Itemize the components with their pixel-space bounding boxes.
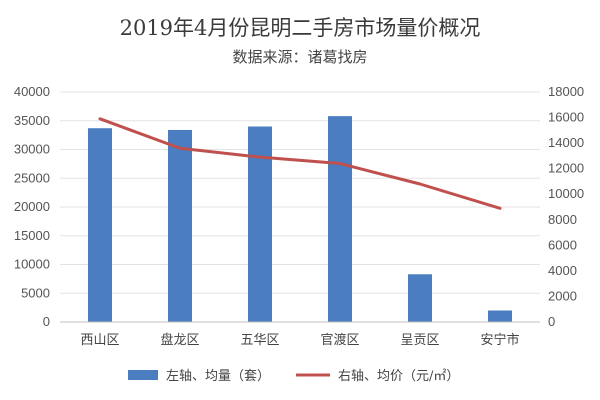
- left-axis-tick-label: 40000: [14, 84, 50, 99]
- legend-label-line: 右轴、均价（元/㎡）: [338, 369, 459, 384]
- bar: [408, 274, 432, 322]
- axes: 0500010000150002000025000300003500040000…: [14, 84, 584, 348]
- price-line: [98, 117, 502, 210]
- category-label: 盘龙区: [160, 332, 199, 348]
- left-axis-tick-label: 0: [43, 314, 50, 329]
- category-label: 西山区: [80, 333, 119, 348]
- chart-subtitle: 数据来源：诸葛找房: [232, 48, 367, 66]
- bar: [328, 116, 352, 323]
- grid-lines: [60, 91, 540, 294]
- left-axis-tick-label: 25000: [14, 170, 50, 185]
- left-axis-tick-label: 10000: [14, 257, 50, 272]
- bar-series: [88, 116, 512, 323]
- left-axis-tick-label: 35000: [14, 113, 50, 128]
- category-label: 五华区: [240, 333, 279, 348]
- left-axis-tick-label: 5000: [21, 285, 50, 300]
- right-axis-tick-label: 8000: [548, 212, 577, 227]
- right-axis-tick-label: 2000: [548, 288, 577, 303]
- legend-swatch-bar: [128, 370, 158, 380]
- right-axis-tick-label: 12000: [548, 161, 584, 176]
- right-axis-tick-label: 14000: [548, 135, 584, 150]
- category-label: 官渡区: [320, 332, 359, 348]
- chart-title: 2019年4月份昆明二手房市场量价概况: [120, 16, 481, 40]
- left-axis-tick-label: 30000: [14, 142, 50, 157]
- category-label: 呈贡区: [400, 333, 439, 348]
- right-axis-tick-label: 16000: [548, 110, 584, 125]
- bar: [168, 129, 192, 322]
- right-axis-tick-label: 0: [548, 314, 555, 329]
- bar: [488, 310, 512, 322]
- right-axis-tick-label: 6000: [548, 237, 577, 252]
- line-series: [98, 117, 502, 210]
- right-axis-tick-label: 18000: [548, 84, 584, 99]
- left-axis-tick-label: 20000: [14, 199, 50, 214]
- left-axis-tick-label: 15000: [14, 228, 50, 243]
- right-axis-tick-label: 4000: [548, 263, 577, 278]
- right-axis-tick-label: 10000: [548, 186, 584, 201]
- legend: 左轴、均量（套） 右轴、均价（元/㎡）: [128, 368, 459, 384]
- bar: [88, 128, 112, 322]
- category-label: 安宁市: [480, 332, 519, 348]
- legend-label-bar: 左轴、均量（套）: [166, 368, 270, 384]
